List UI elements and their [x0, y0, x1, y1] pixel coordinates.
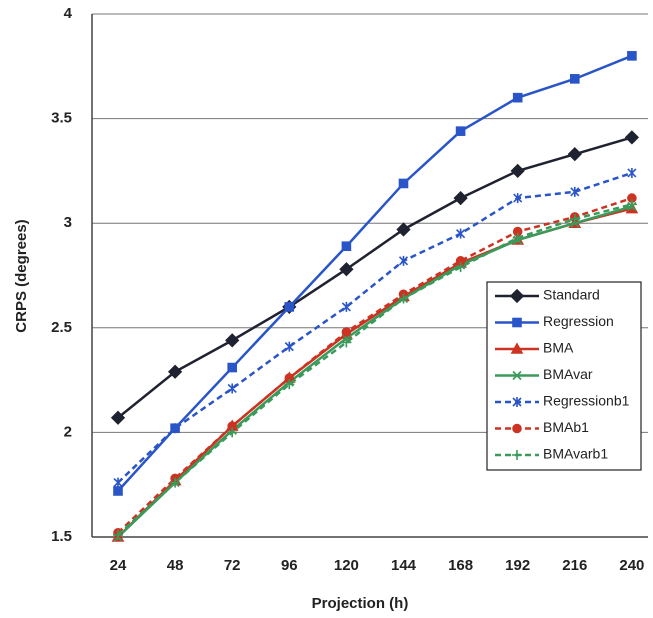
legend-marker [512, 450, 522, 460]
x-tick-label: 240 [619, 557, 644, 574]
marker [225, 333, 240, 348]
marker [398, 255, 409, 266]
x-tick-label: 72 [224, 557, 241, 574]
legend-item: Regression [495, 313, 614, 329]
legend-label: Standard [543, 287, 600, 303]
marker [627, 167, 637, 178]
legend-label: BMAvar [543, 366, 593, 382]
marker [284, 341, 294, 352]
legend-item: BMA [495, 340, 574, 356]
marker [341, 241, 352, 252]
y-axis-title: CRPS (degrees) [13, 219, 30, 332]
marker [110, 410, 126, 425]
marker [167, 364, 183, 379]
marker [512, 92, 523, 103]
x-tick-label: 24 [110, 557, 127, 574]
marker [170, 477, 181, 488]
line [117, 54, 633, 492]
marker [227, 362, 237, 373]
marker [567, 147, 582, 162]
line [117, 196, 633, 534]
marker [453, 190, 468, 206]
marker [626, 199, 637, 210]
marker [341, 327, 352, 337]
series [113, 167, 637, 488]
marker [570, 186, 580, 197]
legend-label: BMA [543, 340, 574, 356]
x-axis-title: Projection (h) [312, 595, 409, 612]
marker [455, 262, 466, 273]
marker [513, 193, 523, 204]
marker [170, 423, 180, 434]
marker [227, 383, 237, 394]
legend-item: BMAvar [495, 366, 593, 382]
marker [227, 427, 238, 438]
y-tick-label: 4 [64, 5, 73, 22]
marker [284, 379, 295, 390]
legend-label: Regression [543, 313, 614, 329]
marker [569, 214, 580, 225]
marker [455, 126, 466, 136]
line [117, 203, 633, 536]
legend-marker [512, 397, 522, 407]
x-tick-label: 48 [167, 557, 184, 574]
line [117, 205, 633, 538]
legend-item: Regressionb1 [495, 393, 630, 409]
legend-item: Standard [495, 287, 600, 304]
y-tick-label: 1.5 [51, 528, 72, 545]
legend-marker [512, 317, 522, 328]
y-tick-label: 2.5 [51, 319, 72, 336]
x-tick-label: 192 [505, 557, 530, 574]
marker [113, 477, 123, 488]
marker [341, 301, 351, 312]
y-tick-label: 3 [64, 214, 72, 231]
legend-label: Regressionb1 [543, 393, 630, 409]
line [117, 171, 633, 484]
x-tick-label: 120 [334, 557, 359, 574]
marker [510, 163, 525, 179]
marker [113, 529, 123, 540]
marker [512, 232, 523, 243]
y-tick-label: 3.5 [51, 110, 72, 127]
marker [396, 222, 411, 237]
marker [339, 262, 354, 277]
legend-label: BMAb1 [543, 419, 589, 435]
marker [398, 293, 409, 304]
legend-item: BMAvarb1 [495, 446, 608, 462]
marker [624, 130, 640, 145]
legend-marker [510, 342, 524, 354]
marker [569, 74, 580, 84]
marker [627, 51, 637, 61]
series [113, 199, 637, 540]
legend-marker [512, 370, 522, 381]
marker [398, 178, 409, 189]
line [117, 136, 633, 419]
x-tick-label: 168 [448, 557, 473, 574]
marker [341, 337, 352, 348]
x-tick-label: 216 [562, 557, 587, 574]
marker [284, 302, 295, 312]
marker [113, 486, 123, 496]
legend-marker [509, 288, 525, 304]
x-tick-label: 144 [391, 557, 417, 574]
legend-marker [512, 423, 522, 434]
y-tick-label: 2 [64, 423, 72, 440]
x-tick-label: 96 [281, 557, 298, 574]
marker [456, 228, 466, 239]
legend-item: BMAb1 [495, 419, 589, 435]
legend-label: BMAvarb1 [543, 446, 608, 462]
